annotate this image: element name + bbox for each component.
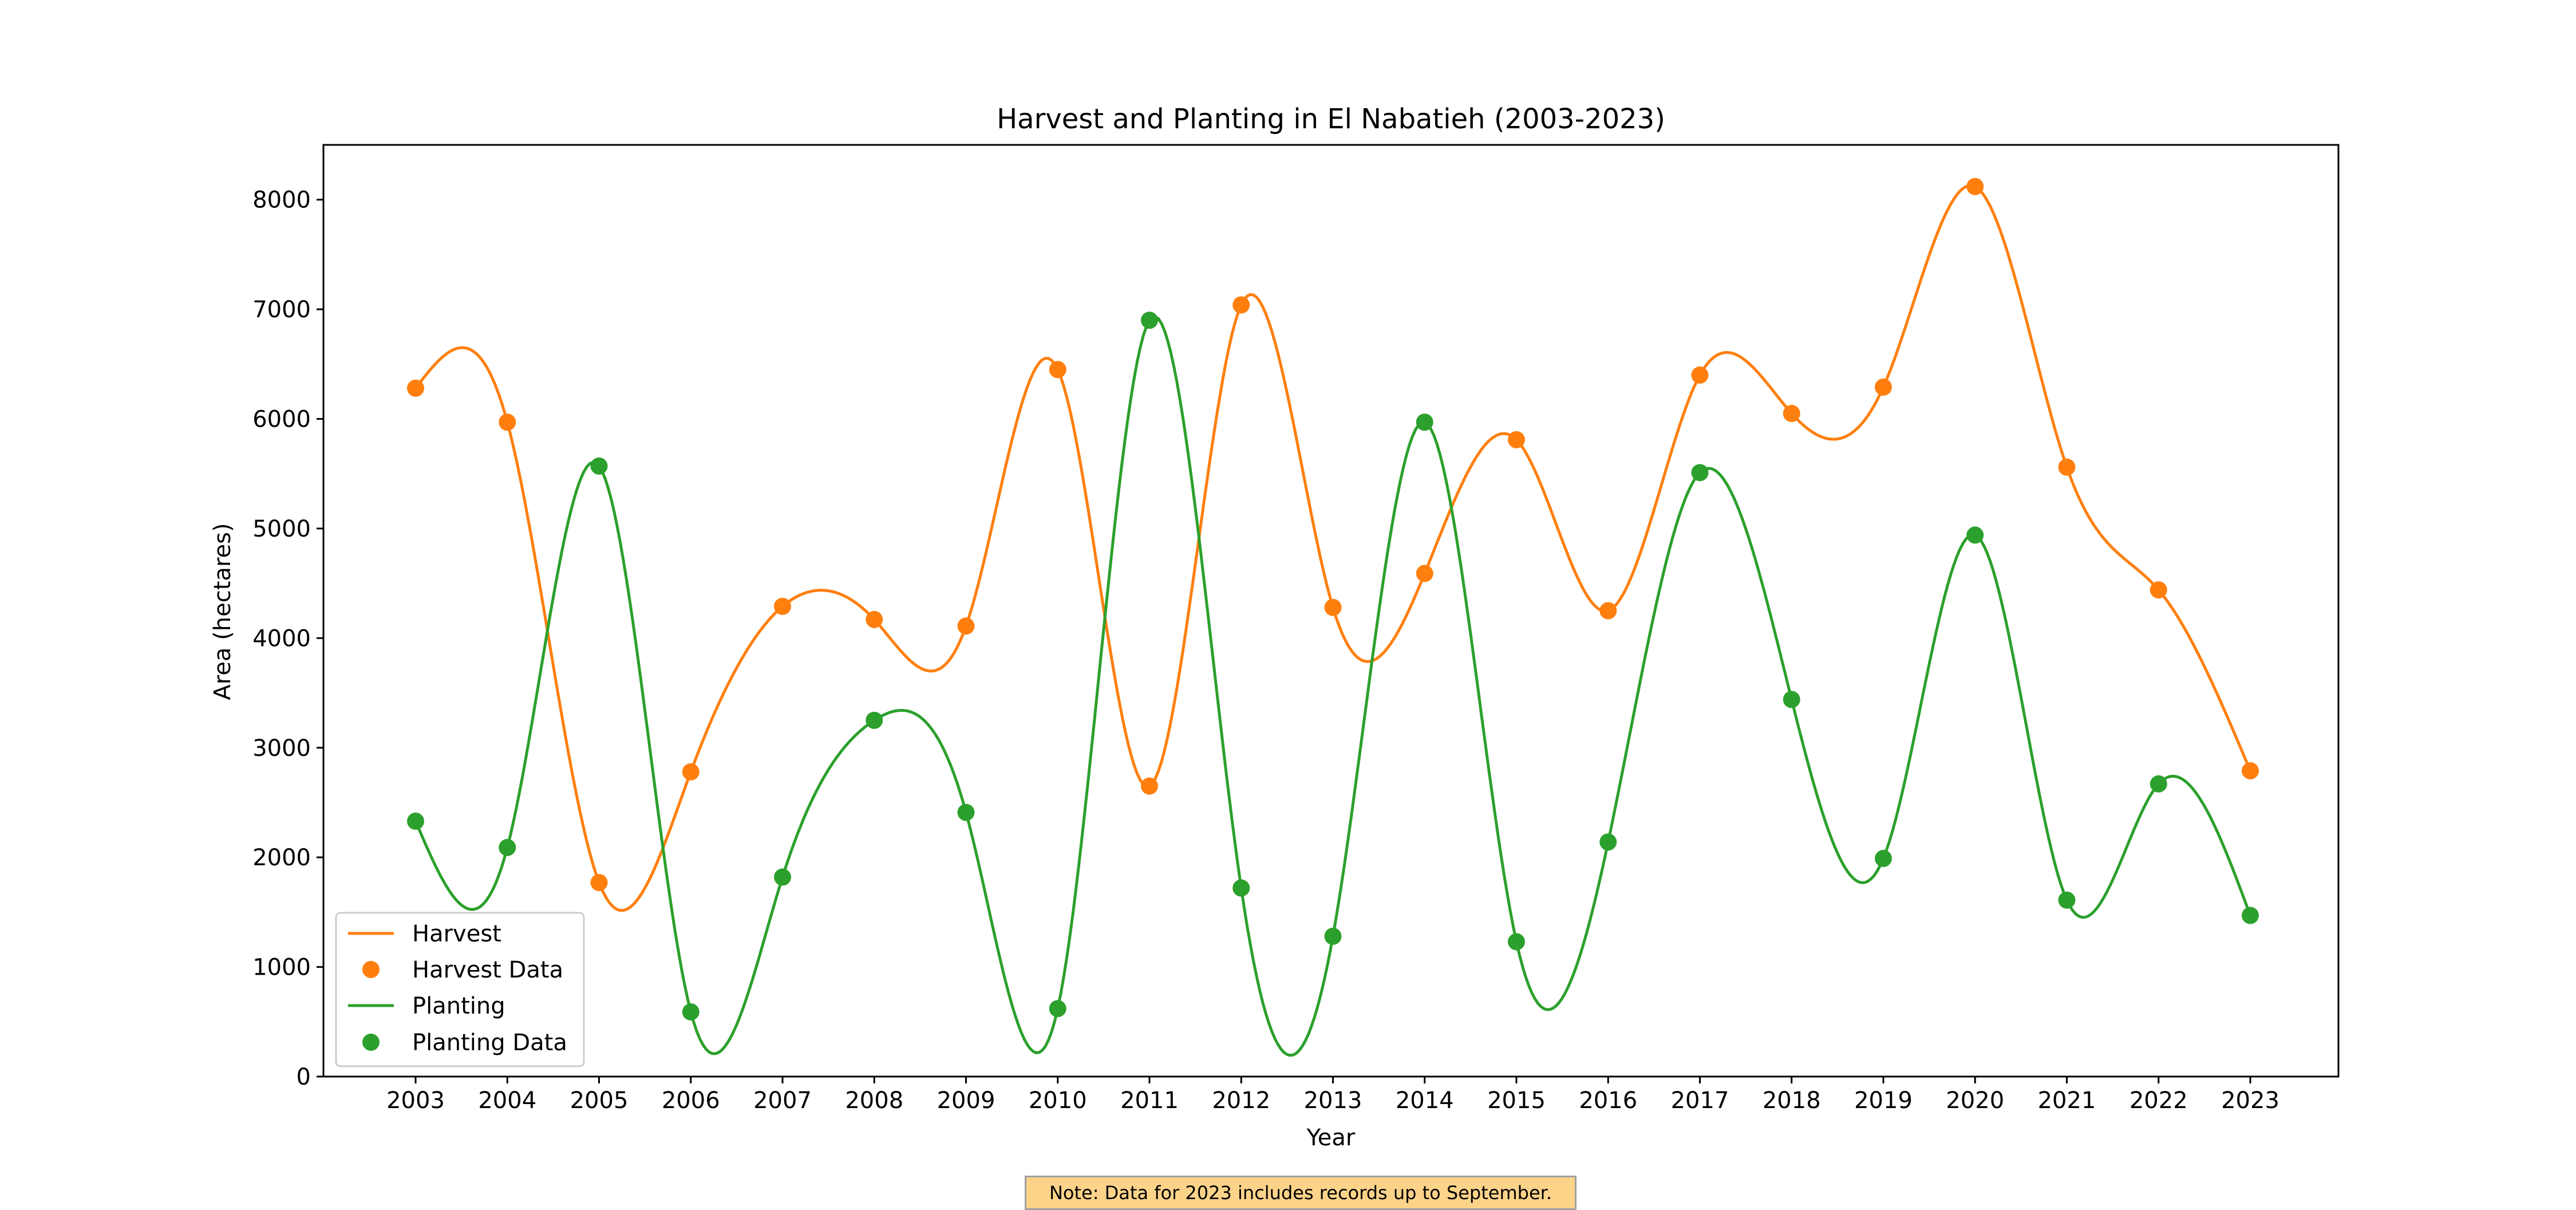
x-tick-label: 2004 — [478, 1087, 536, 1114]
data-point-harvest — [1966, 178, 1984, 195]
legend-harvest-data-label: Harvest Data — [412, 957, 563, 983]
data-point-planting — [682, 1003, 700, 1021]
y-tick-label: 4000 — [252, 625, 311, 652]
data-point-planting — [2150, 775, 2167, 793]
data-point-harvest — [590, 874, 608, 892]
data-point-harvest — [1691, 366, 1709, 384]
data-point-harvest — [1049, 361, 1066, 379]
y-tick-label: 6000 — [252, 407, 311, 433]
x-tick-label: 2003 — [386, 1087, 445, 1114]
chart-title: Harvest and Planting in El Nabatieh (200… — [997, 103, 1665, 135]
x-tick-label: 2006 — [662, 1087, 720, 1114]
y-axis: 0 1000 2000 3000 4000 5000 6000 7000 8000 — [252, 187, 323, 1090]
y-tick-label: 3000 — [252, 735, 311, 762]
x-tick-label: 2018 — [1763, 1087, 1821, 1114]
data-point-harvest — [866, 610, 883, 628]
data-point-harvest — [1599, 602, 1617, 620]
x-tick-label: 2011 — [1120, 1087, 1179, 1114]
x-tick-label: 2019 — [1854, 1087, 1913, 1114]
data-point-harvest — [774, 597, 791, 615]
data-point-harvest — [1141, 777, 1158, 795]
x-tick-label: 2023 — [2221, 1087, 2279, 1114]
y-tick-label: 2000 — [252, 845, 311, 871]
data-point-harvest — [1508, 431, 1525, 448]
x-tick-label: 2014 — [1396, 1087, 1454, 1114]
legend-harvest-marker — [362, 961, 380, 978]
legend-planting-marker — [362, 1034, 380, 1051]
x-tick-label: 2017 — [1671, 1087, 1729, 1114]
x-tick-label: 2013 — [1304, 1087, 1362, 1114]
data-point-harvest — [1783, 404, 1800, 422]
x-tick-label: 2020 — [1946, 1087, 2004, 1114]
legend-planting-label: Planting — [412, 993, 505, 1019]
data-point-planting — [1691, 464, 1709, 482]
data-point-harvest — [2150, 581, 2167, 599]
legend-planting-data-label: Planting Data — [412, 1030, 567, 1056]
x-tick-label: 2008 — [845, 1087, 903, 1114]
x-tick-label: 2009 — [937, 1087, 995, 1114]
data-point-harvest — [407, 379, 424, 397]
data-point-harvest — [2058, 458, 2076, 476]
x-tick-label: 2015 — [1487, 1087, 1546, 1114]
x-tick-label: 2022 — [2129, 1087, 2188, 1114]
data-point-planting — [2242, 906, 2259, 924]
x-tick-label: 2021 — [2038, 1087, 2096, 1114]
y-axis-label: Area (hectares) — [210, 523, 236, 700]
data-point-planting — [1232, 879, 1250, 897]
data-point-planting — [1141, 312, 1158, 329]
data-point-planting — [957, 803, 975, 821]
plot-frame — [322, 144, 2340, 1078]
data-point-planting — [1599, 833, 1617, 851]
data-point-planting — [1783, 691, 1800, 708]
data-point-planting — [407, 813, 424, 830]
data-point-harvest — [1232, 296, 1250, 314]
y-tick-label: 7000 — [252, 297, 311, 323]
data-point-planting — [499, 838, 516, 856]
series-lines — [414, 184, 2252, 1057]
data-point-planting — [1875, 850, 1892, 868]
note-box: Note: Data for 2023 includes records up … — [1025, 1176, 1577, 1210]
y-tick-label: 1000 — [252, 955, 311, 981]
data-point-harvest — [1324, 598, 1342, 616]
x-tick-label: 2016 — [1579, 1087, 1637, 1114]
x-axis-label: Year — [1306, 1125, 1356, 1151]
x-tick-label: 2005 — [570, 1087, 629, 1114]
series-markers — [407, 178, 2259, 1021]
plot-area — [322, 144, 2340, 1078]
note-text: Note: Data for 2023 includes records up … — [1049, 1182, 1552, 1204]
data-point-planting — [1416, 413, 1433, 431]
data-point-planting — [590, 457, 608, 475]
x-tick-label: 2007 — [753, 1087, 812, 1114]
data-point-harvest — [499, 413, 516, 431]
y-tick-label: 5000 — [252, 516, 311, 542]
legend: Harvest Harvest Data Planting Planting D… — [335, 912, 585, 1067]
y-tick-label: 8000 — [252, 187, 311, 214]
data-point-harvest — [682, 763, 700, 781]
data-point-planting — [774, 868, 791, 886]
x-tick-label: 2010 — [1029, 1087, 1087, 1114]
data-point-planting — [1049, 1000, 1066, 1018]
data-point-harvest — [1875, 379, 1892, 396]
series-line-harvest — [414, 184, 2252, 912]
legend-harvest-label: Harvest — [412, 921, 501, 947]
data-point-planting — [1324, 927, 1342, 945]
data-point-planting — [1966, 526, 1984, 544]
legend-box — [335, 912, 585, 1067]
data-point-harvest — [2242, 762, 2259, 779]
data-point-harvest — [957, 617, 975, 635]
data-point-harvest — [1416, 565, 1433, 582]
x-axis: 2003 2004 2005 2006 2007 2008 2009 2010 2011 2012… — [386, 1077, 2279, 1114]
x-tick-label: 2012 — [1212, 1087, 1270, 1114]
data-point-planting — [1508, 933, 1525, 951]
y-tick-label: 0 — [297, 1064, 311, 1090]
data-point-planting — [2058, 891, 2076, 909]
data-point-planting — [866, 711, 883, 729]
